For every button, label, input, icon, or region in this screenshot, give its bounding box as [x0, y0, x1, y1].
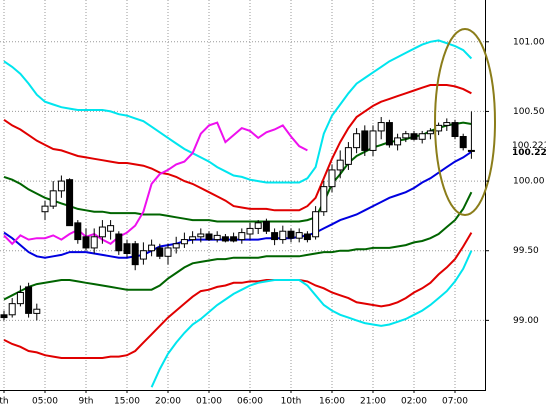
- candle-body: [336, 159, 344, 171]
- candle-body: [189, 236, 197, 241]
- candle-body: [164, 247, 172, 257]
- price-label: 100.221: [512, 141, 546, 151]
- bands: [3, 39, 473, 388]
- candle-body: [426, 130, 434, 135]
- candle-body: [49, 190, 57, 207]
- y-tick-label: 100.00: [513, 177, 545, 187]
- x-tick-label: 15:00: [114, 397, 140, 407]
- x-tick-label: 05:00: [32, 397, 58, 407]
- candle-body: [115, 233, 123, 252]
- candle-body: [131, 243, 139, 266]
- candle-body: [107, 225, 115, 232]
- candle-body: [377, 122, 385, 132]
- y-tick-label: 101.00: [513, 37, 545, 47]
- candle-body: [435, 124, 443, 132]
- candle-body: [0, 314, 8, 319]
- grid: [0, 0, 485, 390]
- labels: 99.00 99.50 100.00 100.50 101.00 th 05:00 9th 15…: [0, 37, 546, 406]
- x-tick-label: th: [0, 397, 9, 407]
- candles: [0, 111, 475, 321]
- candle-body: [394, 137, 402, 146]
- band-line: [3, 84, 472, 212]
- x-tick-label: 07:00: [442, 397, 468, 407]
- candle-body: [25, 286, 33, 314]
- candle-body: [16, 292, 24, 305]
- y-tick-label: 100.50: [513, 107, 545, 117]
- candle-body: [344, 147, 352, 165]
- candle-body: [353, 133, 361, 149]
- candle-body: [279, 230, 287, 241]
- x-tick-label: 06:00: [237, 397, 263, 407]
- candle-body: [369, 130, 377, 151]
- x-tick-label: 9th: [79, 397, 94, 407]
- y-tick-label: 99.50: [513, 246, 539, 256]
- candle-body: [295, 232, 303, 239]
- candle-body: [467, 149, 475, 152]
- candle-body: [156, 247, 164, 257]
- band-line: [150, 250, 473, 388]
- candle-body: [320, 186, 328, 213]
- candle-body: [385, 122, 393, 146]
- candle-body: [402, 133, 410, 139]
- x-tick-label: 10th: [281, 397, 302, 407]
- candle-body: [33, 308, 41, 314]
- candle-body: [303, 233, 311, 241]
- band-line: [3, 191, 473, 301]
- candle-body: [197, 233, 205, 238]
- candle-body: [328, 169, 336, 188]
- candle-body: [98, 226, 106, 238]
- candle-body: [443, 122, 451, 126]
- candle-body: [262, 220, 270, 232]
- candle-body: [238, 232, 246, 241]
- candle-body: [66, 179, 74, 227]
- candle-body: [90, 236, 98, 249]
- candle-body: [139, 250, 147, 260]
- candle-body: [74, 222, 82, 241]
- candle-body: [271, 232, 279, 241]
- candle-body: [254, 222, 262, 229]
- x-tick-label: 02:00: [401, 397, 427, 407]
- candle-body: [451, 122, 459, 137]
- x-tick-label: 21:00: [360, 397, 386, 407]
- x-tick-label: 16:00: [319, 397, 345, 407]
- candle-body: [205, 233, 213, 241]
- x-tick-label: 20:00: [155, 397, 181, 407]
- candle-body: [246, 227, 254, 235]
- candle-body: [172, 243, 180, 249]
- candle-body: [312, 211, 320, 238]
- candle-body: [418, 133, 426, 140]
- candle-body: [57, 180, 65, 192]
- candle-body: [221, 236, 229, 242]
- candle-body: [287, 230, 295, 239]
- band-line: [3, 150, 472, 259]
- candle-body: [148, 244, 156, 252]
- band-line: [3, 39, 473, 184]
- candle-body: [82, 236, 90, 249]
- candle-body: [213, 234, 221, 241]
- candle-body: [361, 130, 369, 151]
- highlight-ellipse: [434, 28, 496, 216]
- candle-body: [410, 133, 418, 140]
- candle-body: [459, 136, 467, 149]
- candle-body: [123, 243, 131, 254]
- candle-body: [8, 303, 16, 316]
- candle-body: [230, 236, 238, 242]
- band-line: [3, 121, 472, 223]
- band-line: [3, 232, 473, 359]
- price-label: 100.22: [512, 148, 546, 158]
- y-tick-label: 99.00: [513, 316, 539, 326]
- candle-body: [41, 205, 49, 213]
- candle-body: [180, 239, 188, 245]
- band-line: [3, 121, 308, 246]
- x-tick-label: 01:00: [196, 397, 222, 407]
